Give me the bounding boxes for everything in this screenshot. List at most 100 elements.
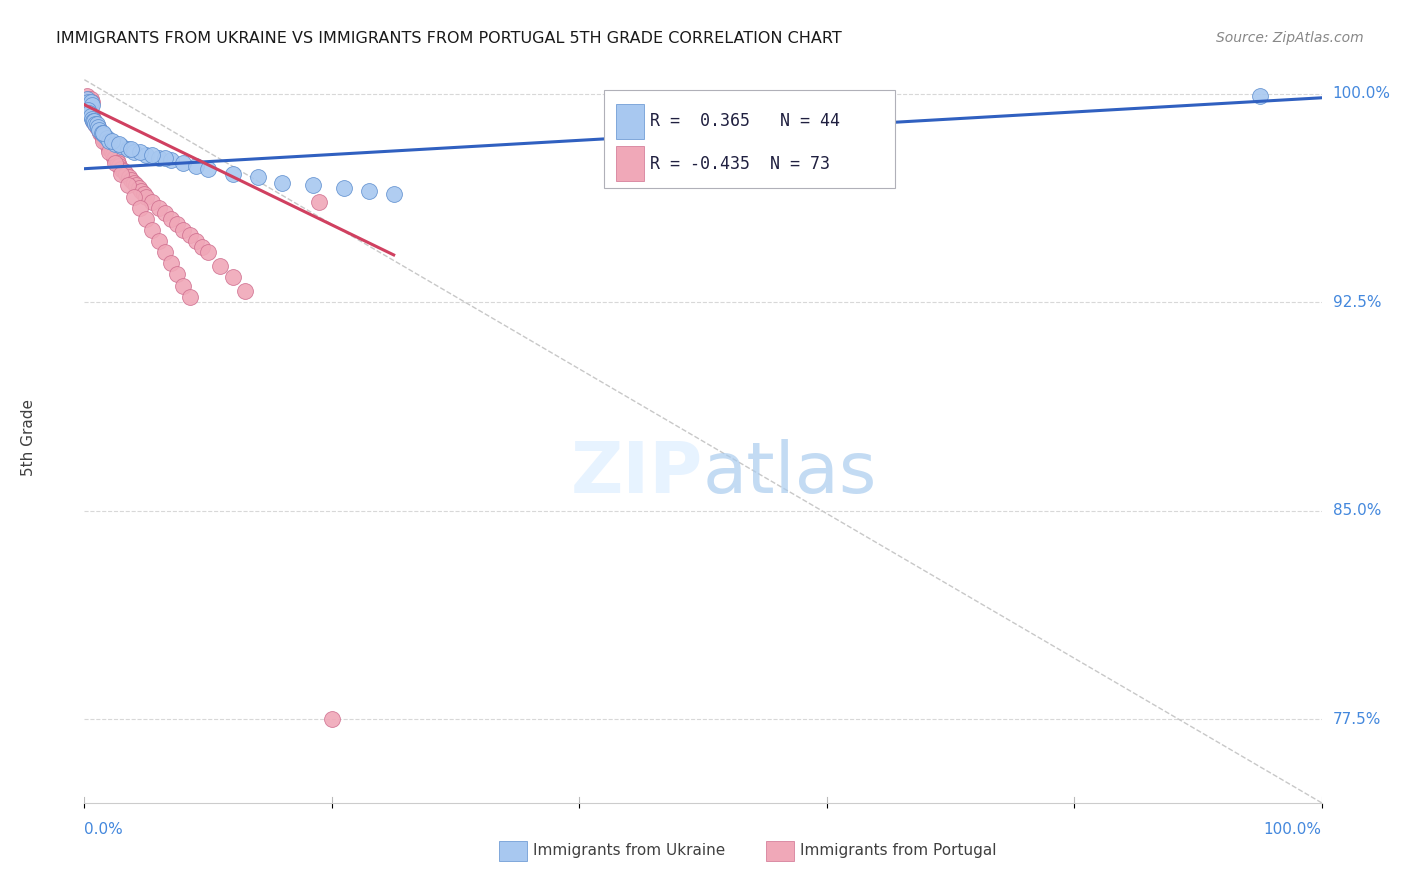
Text: ZIP: ZIP (571, 439, 703, 508)
Point (77, 103, 100, 118)
Point (82, 112, 104, 126)
Point (82, 114, 104, 128)
Point (82, 114, 104, 128)
Point (302, 178, 325, 193)
Point (222, 270, 245, 285)
Point (129, 201, 152, 215)
Point (104, 136, 127, 151)
Point (110, 161, 132, 176)
Point (98, 142, 121, 156)
Point (129, 145, 152, 159)
Point (97, 139, 120, 153)
Point (160, 256, 183, 270)
Point (129, 184, 152, 198)
Point (93, 128, 115, 143)
Text: Immigrants from Portugal: Immigrants from Portugal (800, 844, 997, 858)
Text: 100.0%: 100.0% (1333, 87, 1391, 101)
Point (79, 97, 101, 112)
Text: 85.0%: 85.0% (1333, 503, 1381, 518)
Bar (616, 103, 644, 138)
Point (153, 245, 176, 260)
Point (110, 167, 132, 181)
Point (79, 103, 101, 118)
Text: 100.0%: 100.0% (1264, 822, 1322, 838)
Point (135, 211, 157, 226)
Point (191, 239, 214, 253)
Point (107, 156, 129, 170)
Point (105, 153, 128, 168)
Point (153, 151, 176, 165)
Point (96, 136, 118, 151)
Point (84, 117, 107, 131)
Text: 77.5%: 77.5% (1333, 712, 1381, 727)
Point (91, 126, 114, 140)
Point (110, 139, 132, 153)
Point (141, 223, 163, 237)
Point (118, 169, 141, 184)
Point (112, 164, 135, 178)
Point (135, 148, 157, 162)
Point (79, 92, 101, 106)
Bar (616, 146, 644, 181)
Point (100, 145, 122, 159)
Point (83, 114, 105, 128)
Point (77, 95, 100, 109)
Point (125, 178, 148, 193)
Point (357, 184, 380, 198)
Point (135, 189, 157, 203)
Point (80, 109, 103, 123)
Point (122, 176, 145, 190)
Point (141, 148, 163, 162)
Point (122, 145, 145, 159)
Point (120, 173, 142, 187)
Point (104, 156, 127, 170)
Point (91, 131, 114, 145)
Text: 92.5%: 92.5% (1333, 294, 1381, 310)
Point (172, 156, 194, 170)
Point (86, 117, 108, 131)
Point (79, 106, 101, 120)
Point (93, 131, 115, 145)
Point (333, 181, 356, 195)
Point (1249, 89, 1271, 103)
Point (80, 112, 103, 126)
Point (79, 106, 101, 120)
Point (96, 131, 118, 145)
Point (233, 284, 256, 298)
Point (80, 97, 103, 112)
Point (90, 128, 112, 143)
Point (321, 712, 343, 726)
Point (89, 126, 111, 140)
Point (184, 159, 207, 173)
Point (91, 134, 114, 148)
Point (98, 142, 121, 156)
Point (90, 126, 112, 140)
Point (98, 145, 121, 159)
Point (160, 211, 183, 226)
Point (84, 117, 107, 131)
Text: 5th Grade: 5th Grade (21, 399, 37, 475)
Point (172, 223, 194, 237)
Point (108, 159, 131, 173)
Text: atlas: atlas (703, 439, 877, 508)
Point (77, 101, 100, 115)
Point (166, 217, 188, 231)
Point (184, 234, 207, 248)
Point (100, 134, 122, 148)
Point (148, 201, 170, 215)
Point (122, 189, 145, 203)
Point (79, 95, 101, 109)
Text: Immigrants from Ukraine: Immigrants from Ukraine (533, 844, 725, 858)
FancyBboxPatch shape (605, 90, 894, 188)
Point (87, 120, 110, 134)
Point (98, 134, 121, 148)
Point (104, 151, 127, 165)
Point (197, 245, 219, 260)
Point (80, 95, 103, 109)
Point (108, 136, 131, 151)
Point (148, 234, 170, 248)
Point (117, 178, 139, 193)
Point (179, 290, 201, 304)
Point (120, 142, 142, 156)
Point (382, 186, 405, 201)
